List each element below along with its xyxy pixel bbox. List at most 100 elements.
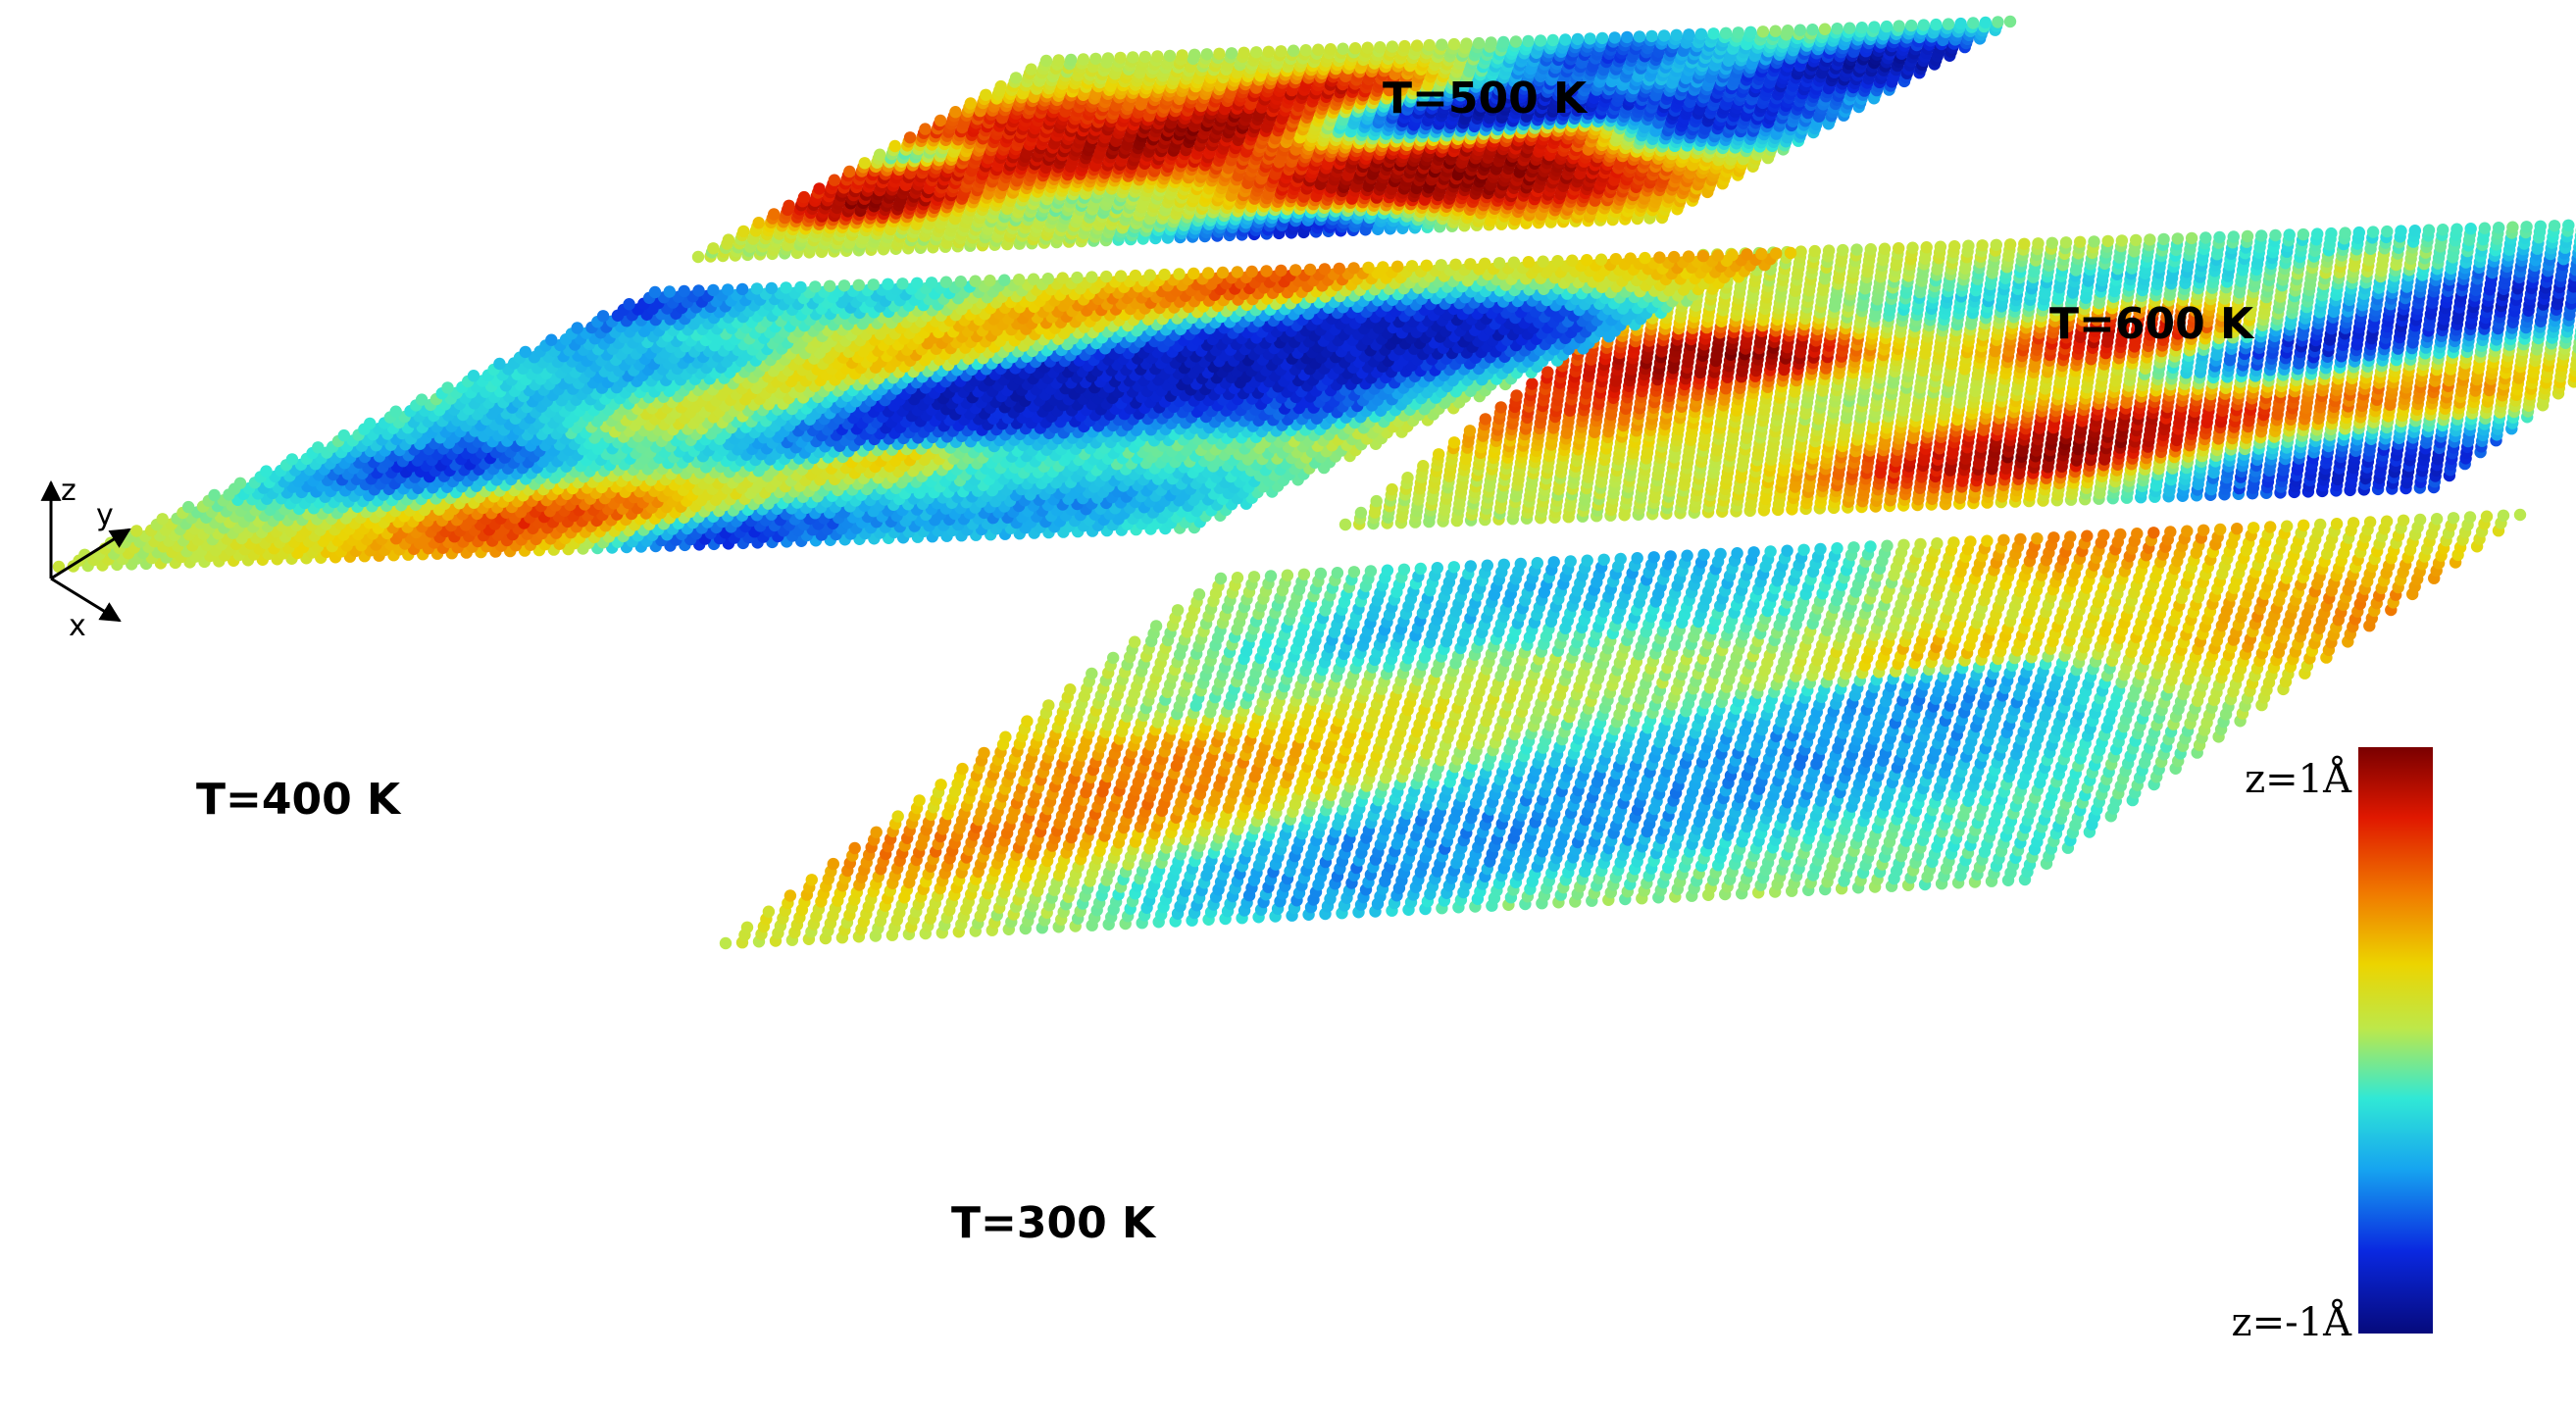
atom — [1831, 23, 1844, 35]
atom — [980, 88, 992, 102]
atom — [1339, 518, 1352, 531]
atom — [1463, 425, 1477, 437]
atom — [1386, 40, 1399, 53]
atom — [783, 199, 795, 212]
atom — [1433, 448, 1445, 461]
atom — [1793, 24, 1807, 36]
atom — [737, 225, 750, 238]
atom — [1670, 28, 1683, 41]
atom — [1880, 20, 1894, 33]
atom — [1250, 46, 1263, 59]
atom — [1447, 37, 1461, 51]
atom — [1472, 36, 1486, 50]
atom — [707, 242, 720, 255]
atom — [1992, 16, 2004, 28]
atom — [1089, 52, 1102, 66]
atom — [1855, 22, 1869, 34]
atom — [1707, 27, 1720, 40]
atom — [1225, 47, 1238, 60]
atom — [1497, 35, 1510, 49]
atom — [691, 250, 705, 264]
atom — [994, 79, 1007, 93]
atom — [1769, 25, 1782, 37]
atom — [1114, 51, 1127, 65]
atom — [1348, 42, 1362, 55]
atom — [1138, 50, 1152, 64]
atom — [1954, 17, 1967, 30]
atom — [1534, 34, 1547, 47]
atom — [1522, 34, 1535, 48]
atom — [1546, 33, 1559, 47]
atom — [1719, 26, 1733, 39]
atom — [1354, 506, 1368, 520]
atom — [813, 182, 826, 195]
atom — [1806, 24, 1819, 36]
atom — [1287, 44, 1300, 57]
atom — [1176, 49, 1188, 62]
atom — [768, 208, 781, 221]
atom — [1423, 38, 1436, 52]
atom — [1608, 31, 1621, 44]
atom — [1818, 23, 1832, 35]
atom — [1645, 29, 1658, 43]
atom — [949, 106, 962, 119]
atom — [1009, 72, 1023, 84]
atom — [888, 139, 901, 153]
atom — [1151, 50, 1164, 63]
atom — [1401, 472, 1414, 484]
atom — [1942, 18, 1955, 30]
atom — [1386, 482, 1398, 496]
atom — [1213, 47, 1226, 60]
atom — [1694, 27, 1708, 40]
atom — [934, 114, 947, 127]
atom — [1065, 53, 1078, 67]
atom — [1324, 43, 1338, 56]
atom — [1361, 41, 1374, 54]
atom — [1633, 30, 1646, 43]
atom — [843, 165, 856, 178]
atom — [1052, 54, 1065, 67]
atom — [1657, 29, 1671, 42]
atom — [1917, 19, 1931, 31]
atom — [1025, 63, 1037, 76]
atom — [1905, 19, 1918, 32]
atom — [1237, 46, 1250, 59]
atom — [1559, 33, 1572, 46]
atom — [1262, 45, 1276, 58]
atom — [1410, 39, 1424, 52]
atom — [1436, 38, 1448, 51]
atom — [919, 123, 932, 135]
atom — [1200, 48, 1214, 61]
atom — [1868, 21, 1881, 33]
atom — [903, 131, 917, 144]
atom — [1460, 37, 1473, 50]
atom — [1101, 52, 1115, 65]
atom — [1744, 25, 1757, 38]
atom — [1732, 26, 1744, 39]
atom — [752, 217, 765, 229]
atom — [797, 190, 811, 204]
atom — [1127, 51, 1139, 64]
atom — [1967, 17, 1980, 29]
atom — [1595, 31, 1609, 45]
atom — [1621, 30, 1634, 44]
atom — [1485, 36, 1497, 49]
atom — [1337, 42, 1349, 55]
atom — [1893, 20, 1905, 32]
sheet-t500 — [691, 15, 2017, 264]
atom — [1683, 28, 1695, 41]
atom — [1275, 45, 1288, 58]
atom — [1979, 16, 1993, 29]
atom — [1039, 54, 1053, 68]
atom — [1447, 436, 1461, 449]
atom — [1509, 35, 1523, 48]
atom — [1163, 49, 1177, 63]
atom — [1398, 39, 1411, 53]
atom — [828, 174, 841, 186]
atom — [1312, 43, 1325, 56]
atom — [2003, 15, 2017, 28]
atom — [1930, 18, 1943, 31]
atom — [1571, 32, 1585, 46]
atom — [1782, 25, 1794, 37]
